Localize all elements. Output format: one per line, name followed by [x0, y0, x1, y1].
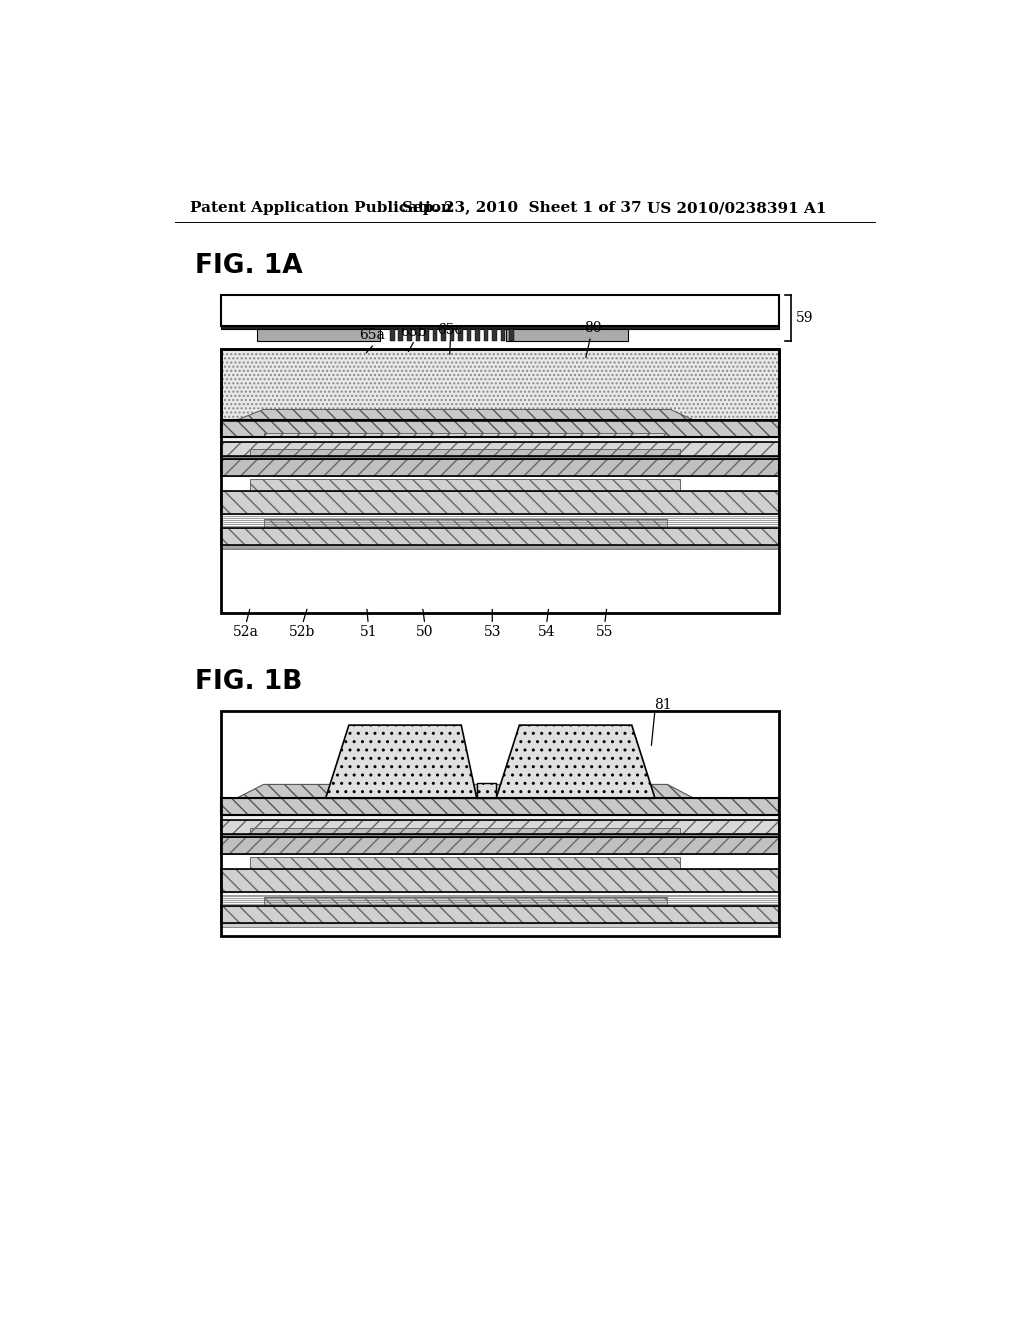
- Polygon shape: [237, 409, 693, 420]
- Bar: [221, 927, 779, 936]
- Bar: [398, 330, 403, 341]
- Bar: [221, 296, 779, 326]
- Bar: [450, 330, 455, 341]
- Bar: [506, 330, 628, 341]
- Bar: [221, 350, 779, 420]
- Bar: [483, 330, 488, 341]
- Polygon shape: [496, 725, 655, 799]
- Bar: [251, 449, 680, 459]
- Bar: [458, 330, 463, 341]
- Bar: [221, 459, 779, 475]
- Bar: [221, 455, 779, 459]
- Bar: [221, 892, 779, 906]
- Text: 52a: 52a: [232, 624, 259, 639]
- Bar: [441, 330, 445, 341]
- Text: 81: 81: [654, 698, 672, 711]
- Bar: [509, 330, 514, 341]
- Bar: [501, 330, 506, 341]
- Bar: [221, 834, 779, 837]
- Bar: [221, 799, 779, 816]
- Bar: [221, 420, 779, 437]
- Text: 54: 54: [538, 624, 555, 639]
- Text: FIG. 1B: FIG. 1B: [196, 669, 303, 696]
- Bar: [263, 810, 668, 820]
- Bar: [257, 330, 380, 341]
- Bar: [221, 837, 779, 854]
- Bar: [221, 513, 779, 528]
- Polygon shape: [237, 784, 693, 799]
- Bar: [221, 854, 779, 869]
- Text: 65b: 65b: [400, 325, 426, 338]
- Bar: [221, 528, 779, 545]
- Text: US 2010/0238391 A1: US 2010/0238391 A1: [647, 202, 826, 215]
- Bar: [493, 330, 497, 341]
- Bar: [221, 442, 779, 455]
- Bar: [221, 326, 779, 330]
- Bar: [221, 528, 779, 545]
- Bar: [475, 330, 480, 341]
- Bar: [221, 350, 779, 612]
- Text: 50: 50: [416, 624, 433, 639]
- Bar: [251, 857, 680, 869]
- Bar: [263, 519, 668, 528]
- Bar: [221, 491, 779, 515]
- Bar: [221, 350, 779, 612]
- Bar: [221, 491, 779, 515]
- Bar: [263, 896, 668, 906]
- Text: 65a: 65a: [359, 329, 385, 342]
- Text: FIG. 1A: FIG. 1A: [196, 253, 303, 280]
- Bar: [477, 783, 496, 799]
- Bar: [221, 906, 779, 923]
- Text: 52b: 52b: [289, 624, 315, 639]
- Text: 53: 53: [483, 624, 501, 639]
- Text: 59: 59: [796, 312, 813, 325]
- Bar: [221, 869, 779, 892]
- Bar: [221, 816, 779, 820]
- Bar: [221, 820, 779, 834]
- Text: Sep. 23, 2010  Sheet 1 of 37: Sep. 23, 2010 Sheet 1 of 37: [401, 202, 641, 215]
- Text: 55: 55: [596, 624, 613, 639]
- Bar: [221, 549, 779, 612]
- Bar: [221, 545, 779, 549]
- Bar: [221, 350, 779, 420]
- Polygon shape: [326, 725, 477, 799]
- Bar: [251, 479, 680, 491]
- Bar: [263, 433, 668, 442]
- Text: 51: 51: [359, 624, 377, 639]
- Bar: [221, 820, 779, 834]
- Bar: [221, 837, 779, 854]
- Bar: [221, 420, 779, 437]
- Bar: [251, 828, 680, 837]
- Bar: [221, 923, 779, 927]
- Bar: [221, 711, 779, 936]
- Bar: [221, 711, 779, 936]
- Bar: [390, 330, 394, 341]
- Bar: [221, 906, 779, 923]
- Bar: [221, 869, 779, 892]
- Bar: [416, 330, 420, 341]
- Bar: [407, 330, 412, 341]
- Text: Patent Application Publication: Patent Application Publication: [190, 202, 452, 215]
- Bar: [221, 459, 779, 475]
- Text: 80: 80: [585, 321, 602, 335]
- Bar: [467, 330, 471, 341]
- Bar: [432, 330, 437, 341]
- Bar: [221, 799, 779, 816]
- Bar: [221, 475, 779, 491]
- Bar: [221, 437, 779, 442]
- Bar: [221, 442, 779, 455]
- Text: 65c: 65c: [437, 323, 462, 337]
- Bar: [424, 330, 429, 341]
